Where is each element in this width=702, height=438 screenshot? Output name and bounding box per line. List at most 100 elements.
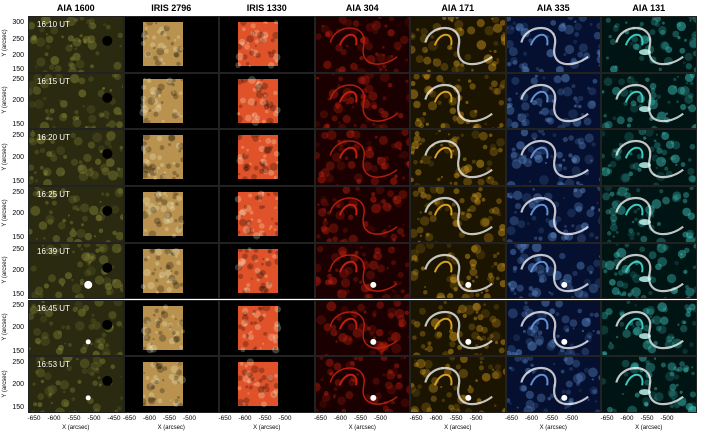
x-tick-label: -600 [333, 414, 347, 422]
panel-cell: 16:39 UT [28, 242, 124, 300]
panel-cell: 16:15 UT [28, 72, 124, 130]
panel-cell [410, 242, 506, 300]
x-tick-label: -550 [162, 414, 176, 422]
panel-cell: 16:53 UT [28, 356, 124, 413]
panel-cell [123, 186, 219, 243]
panel-image [124, 130, 219, 186]
x-axis-label: X (arcsec) [253, 424, 281, 431]
panel-image [28, 187, 123, 242]
x-tick-label: -550 [258, 414, 272, 422]
y-tick-label: 250 [12, 188, 24, 196]
panel-image [29, 357, 123, 412]
panel-image [124, 187, 219, 242]
y-tick-label: 200 [12, 380, 24, 388]
panel-cell [505, 16, 601, 73]
x-tick-label: -650 [122, 414, 136, 422]
panel-cell [505, 299, 601, 357]
y-tick-label: 200 [12, 210, 24, 218]
panel-image [410, 187, 505, 242]
panel-cell: 16:25 UT [28, 186, 124, 243]
y-tick-label: 300 [12, 18, 24, 26]
panel-image [315, 357, 410, 412]
time-label: 16:25 UT [37, 190, 70, 200]
panel-cell [123, 72, 219, 130]
time-label: 16:45 UT [37, 303, 70, 313]
panel-image [315, 73, 410, 129]
panel-image [410, 243, 505, 299]
panel-cell [219, 16, 315, 73]
column-title: AIA 304 [345, 3, 379, 13]
column-title: IRIS 2796 [151, 3, 192, 13]
y-tick-label: 200 [12, 51, 24, 59]
y-tick-label: 150 [12, 66, 24, 74]
x-tick-label: -500 [182, 414, 196, 422]
x-tick-label: -550 [67, 414, 81, 422]
panel-image [601, 130, 696, 186]
panel-cell [314, 16, 410, 73]
panel-cell [505, 129, 601, 187]
x-tick-label: -500 [469, 414, 483, 422]
panel-image [28, 73, 123, 129]
panel-cell [601, 186, 697, 243]
panel-image [124, 243, 219, 299]
panel-image [220, 130, 314, 186]
x-tick-label: -550 [640, 414, 654, 422]
y-tick-label: 200 [12, 153, 24, 161]
panel-image [602, 187, 696, 242]
panel-cell [601, 242, 697, 300]
y-tick-label: 250 [12, 359, 24, 366]
panel-cell [219, 299, 315, 357]
x-tick-label: -600 [620, 414, 634, 422]
x-tick-label: -650 [409, 414, 423, 422]
panel-image [315, 300, 410, 356]
y-tick-label: 250 [12, 75, 24, 83]
panel-cell [601, 129, 697, 187]
panel-image [124, 300, 219, 356]
x-tick-label: -600 [429, 414, 443, 422]
x-axis-label: X (arcsec) [62, 424, 90, 431]
x-tick-label: -600 [238, 414, 252, 422]
x-tick-label: -500 [660, 414, 674, 422]
panel-image [220, 17, 314, 72]
x-axis-label: X (arcsec) [444, 424, 472, 431]
panel-image [29, 243, 123, 299]
panel-cell [219, 356, 315, 413]
panel-image [506, 73, 601, 129]
panel-image [28, 130, 123, 186]
panel-cell [505, 242, 601, 300]
x-tick-label: -500 [373, 414, 387, 422]
x-tick-label: -450 [107, 414, 121, 422]
y-tick-label: 150 [12, 177, 24, 185]
x-tick-label: -500 [564, 414, 578, 422]
panel-cell [219, 72, 315, 130]
x-tick-label: -600 [142, 414, 156, 422]
y-tick-label: 250 [12, 35, 24, 43]
panel-image [220, 357, 314, 412]
panel-cell: 16:45 UT [28, 299, 124, 357]
x-axis-label: X (arcsec) [635, 424, 663, 431]
column-title: AIA 171 [441, 3, 475, 13]
y-tick-label: 150 [12, 404, 24, 412]
panel-cell [505, 72, 601, 130]
column-title: AIA 335 [536, 3, 570, 13]
y-tick-label: 200 [12, 323, 24, 331]
panel-image [220, 300, 314, 356]
panel-cell [123, 242, 219, 300]
y-tick-label: 150 [12, 120, 24, 128]
x-tick-label: -650 [313, 414, 327, 422]
panel-cell [410, 356, 506, 413]
panel-image [601, 357, 696, 412]
panel-image [124, 357, 219, 412]
panel-image [601, 300, 696, 356]
y-tick-label: 200 [12, 267, 24, 275]
panel-cell [123, 299, 219, 357]
panel-image [506, 187, 601, 242]
panel-image [315, 16, 410, 72]
y-tick-label: 150 [12, 347, 24, 355]
panel-cell: 16:10 UT [28, 16, 124, 73]
panel-image [315, 130, 410, 186]
panel-cell [410, 186, 506, 243]
y-tick-label: 200 [12, 97, 24, 105]
panel-image [601, 73, 696, 129]
y-tick-label: 250 [12, 302, 24, 310]
